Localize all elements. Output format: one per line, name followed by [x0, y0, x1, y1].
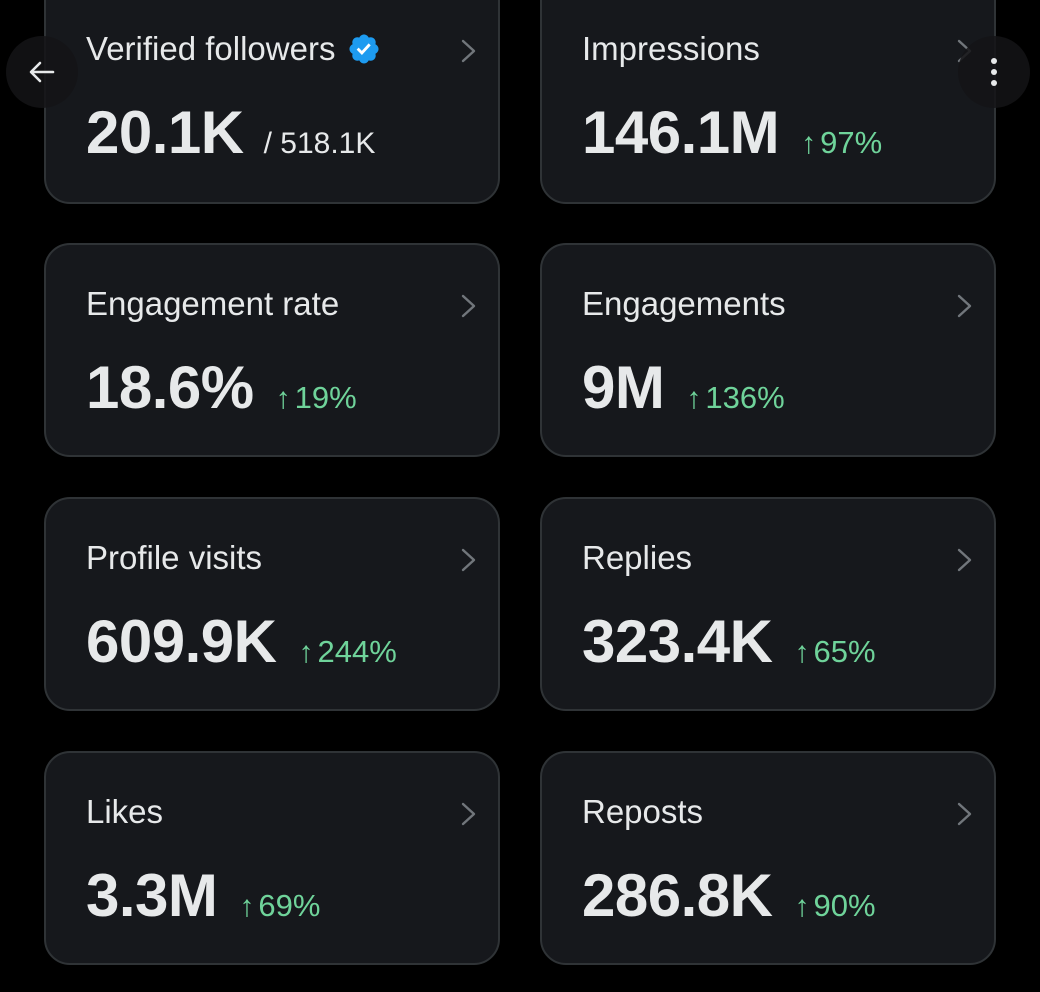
change-indicator: ↑ 244% [298, 634, 396, 670]
change-percent: 244% [317, 634, 397, 669]
metric-value: 18.6% [86, 354, 254, 421]
change-percent: 97% [820, 125, 883, 160]
more-options-button[interactable] [958, 36, 1030, 108]
value-row: 323.4K ↑ 65% [582, 607, 876, 676]
chevron-right-icon [957, 802, 972, 826]
chevron-right-icon [957, 548, 972, 572]
arrow-up-icon: ↑ [275, 382, 291, 415]
value-row: 9M ↑ 136% [582, 353, 785, 422]
arrow-up-icon: ↑ [298, 636, 314, 669]
change-indicator: ↑ 69% [239, 888, 320, 924]
value-row: 3.3M ↑ 69% [86, 861, 320, 930]
chevron-right-icon [461, 39, 476, 63]
arrow-up-icon: ↑ [239, 890, 255, 923]
metric-value: 609.9K [86, 608, 277, 675]
arrow-up-icon: ↑ [801, 127, 817, 160]
metric-value: 286.8K [582, 862, 773, 929]
metric-total: / 518.1K [263, 127, 376, 160]
card-title: Likes [86, 793, 164, 830]
chevron-right-icon [461, 294, 476, 318]
card-profile-visits[interactable]: Profile visits 609.9K ↑ 244% [44, 497, 500, 711]
card-reposts[interactable]: Reposts 286.8K ↑ 90% [540, 751, 996, 965]
value-row: 146.1M ↑ 97% [582, 98, 882, 167]
metric-value: 9M [582, 354, 665, 421]
change-indicator: ↑ 65% [794, 634, 875, 670]
change-indicator: ↑ 19% [276, 380, 357, 416]
chevron-right-icon [957, 294, 972, 318]
metric-value: 146.1M [582, 99, 780, 166]
arrow-left-icon [29, 61, 55, 83]
card-title: Engagements [582, 285, 786, 322]
card-title: Profile visits [86, 539, 263, 576]
chevron-right-icon [461, 802, 476, 826]
card-title: Reposts [582, 793, 704, 830]
card-engagements[interactable]: Engagements 9M ↑ 136% [540, 243, 996, 457]
change-percent: 90% [813, 888, 876, 923]
change-percent: 19% [294, 380, 357, 415]
change-percent: 136% [705, 380, 785, 415]
card-impressions[interactable]: Impressions 146.1M ↑ 97% [540, 0, 996, 204]
card-title: Verified followers [86, 30, 381, 68]
value-row: 286.8K ↑ 90% [582, 861, 876, 930]
value-row: 609.9K ↑ 244% [86, 607, 397, 676]
arrow-up-icon: ↑ [794, 890, 810, 923]
change-percent: 65% [813, 634, 876, 669]
metric-value: 20.1K [86, 99, 244, 166]
value-row: 20.1K / 518.1K [86, 98, 375, 167]
metric-value: 3.3M [86, 862, 218, 929]
card-engagement-rate[interactable]: Engagement rate 18.6% ↑ 19% [44, 243, 500, 457]
card-verified-followers[interactable]: Verified followers 20.1K / 518.1K [44, 0, 500, 204]
chevron-right-icon [461, 548, 476, 572]
change-indicator: ↑ 136% [686, 380, 784, 416]
change-indicator: ↑ 90% [794, 888, 875, 924]
card-title: Engagement rate [86, 285, 340, 322]
back-button[interactable] [6, 36, 78, 108]
value-row: 18.6% ↑ 19% [86, 353, 357, 422]
verified-badge-icon [349, 34, 379, 64]
arrow-up-icon: ↑ [794, 636, 810, 669]
metric-value: 323.4K [582, 608, 773, 675]
card-title: Replies [582, 539, 693, 576]
card-replies[interactable]: Replies 323.4K ↑ 65% [540, 497, 996, 711]
arrow-up-icon: ↑ [686, 382, 702, 415]
change-percent: 69% [258, 888, 321, 923]
vertical-dots-icon [991, 58, 997, 86]
change-indicator: ↑ 97% [801, 125, 882, 161]
card-likes[interactable]: Likes 3.3M ↑ 69% [44, 751, 500, 965]
card-title: Impressions [582, 30, 760, 67]
